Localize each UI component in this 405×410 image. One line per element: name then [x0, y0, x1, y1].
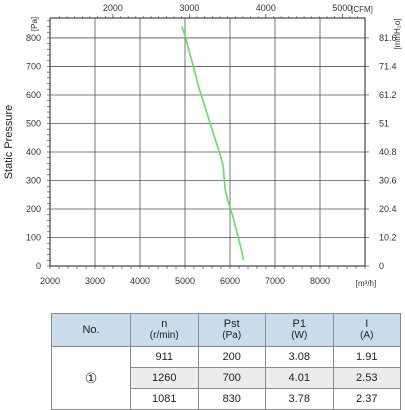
x-top-unit: [CFM]	[351, 5, 373, 14]
table-cell: 4.01	[265, 367, 334, 389]
table-row: 1260 700 4.01 2.53	[52, 367, 401, 389]
y-left-tick-label: 500	[26, 118, 41, 128]
y-axis-label: Static Pressure	[3, 105, 15, 180]
y-right-tick-label: 20.4	[379, 204, 397, 214]
table-cell: 1081	[130, 388, 199, 410]
y-left-tick-label: 300	[26, 175, 41, 185]
x-top-tick-label: 4000	[256, 3, 276, 13]
y-right-tick-label: 61.2	[379, 90, 397, 100]
y-left-unit: [Pa]	[30, 17, 39, 31]
y-left-tick-label: 800	[26, 33, 41, 43]
table-cell: 911	[130, 346, 199, 368]
x-top-tick-labels: 2000 3000 4000 5000	[103, 3, 352, 13]
header-pressure: Pst (Pa)	[197, 313, 266, 347]
table-row: ① 911 200 3.08 1.91	[51, 346, 401, 410]
y-right-tick-label: 40.8	[379, 147, 397, 157]
y-left-tick-label: 200	[26, 204, 41, 214]
x-bottom-unit: [m³/h]	[356, 279, 376, 288]
x-tick-label: 7000	[265, 276, 285, 286]
grid-lines	[50, 18, 365, 266]
header-power: P1 (W)	[265, 313, 334, 347]
plot-area	[49, 17, 366, 267]
x-tick-label: 3000	[85, 276, 105, 286]
spec-table: No. n (r/min) Pst (Pa) P1 (W) I (A) ① 91…	[51, 313, 401, 410]
x-tick-label: 8000	[310, 276, 330, 286]
table-cell: 200	[197, 346, 266, 368]
x-bottom-tick-labels: 2000 3000 4000 5000 6000 7000 8000	[40, 276, 330, 286]
x-tick-label: 5000	[175, 276, 195, 286]
y-right-tick-label: 71.4	[379, 61, 397, 71]
y-right-tick-labels: 0 10.2 20.4 30.6 40.8 51 61.2 71.4 81.6	[379, 33, 397, 271]
table-cell: 830	[197, 388, 266, 410]
header-no: No.	[51, 313, 131, 347]
minor-ticks	[47, 14, 369, 269]
table-cell: 1.91	[332, 346, 401, 368]
table-cell: 3.08	[265, 346, 334, 368]
y-right-tick-label: 81.6	[379, 33, 397, 43]
table-cell: 700	[197, 367, 266, 389]
table-cell: 2.53	[332, 367, 401, 389]
y-left-tick-label: 0	[36, 261, 41, 271]
y-right-tick-label: 0	[379, 261, 384, 271]
performance-chart: 2000 3000 4000 5000 6000 7000 8000 2000 3000 400…	[3, 3, 402, 288]
x-top-tick-label: 3000	[179, 3, 199, 13]
table-cell: 1260	[130, 367, 199, 389]
x-tick-label: 4000	[130, 276, 150, 286]
y-right-tick-label: 30.6	[379, 175, 397, 185]
y-left-tick-label: 700	[26, 61, 41, 71]
x-top-tick-label: 5000	[332, 3, 352, 13]
y-left-tick-label: 400	[26, 147, 41, 157]
series-layer	[181, 26, 245, 261]
table-cell: 2.37	[332, 388, 401, 410]
table-cell: 3.78	[265, 388, 334, 410]
table-row: 1081 830 3.78 2.37	[52, 388, 401, 410]
y-right-tick-label: 51	[379, 118, 389, 128]
header-current: I (A)	[332, 313, 401, 347]
x-top-tick-label: 2000	[103, 3, 123, 13]
x-tick-label: 2000	[40, 276, 60, 286]
x-tick-label: 6000	[220, 276, 240, 286]
series-line	[181, 26, 245, 261]
group-marker: ①	[51, 346, 131, 410]
y-right-unit: [mmH₂o]	[393, 18, 402, 49]
y-left-tick-label: 600	[26, 90, 41, 100]
y-right-tick-label: 10.2	[379, 232, 397, 242]
table-header-row: No. n (r/min) Pst (Pa) P1 (W) I (A)	[51, 313, 401, 347]
y-left-tick-label: 100	[26, 232, 41, 242]
header-speed: n (r/min)	[130, 313, 199, 347]
y-left-tick-labels: 0 100 200 300 400 500 600 700 800	[26, 33, 41, 271]
